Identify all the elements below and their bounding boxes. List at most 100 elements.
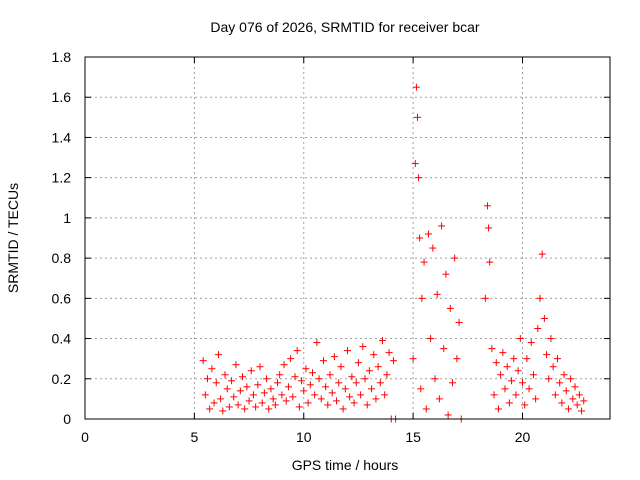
data-point — [208, 365, 216, 373]
data-point — [300, 387, 308, 395]
data-point — [245, 397, 253, 405]
data-point — [361, 375, 369, 383]
data-point — [247, 367, 255, 375]
data-point — [258, 399, 266, 407]
data-point — [223, 385, 231, 393]
data-point — [324, 401, 332, 409]
data-point — [440, 345, 448, 353]
data-point — [573, 401, 581, 409]
data-point — [210, 399, 218, 407]
data-point — [481, 294, 489, 302]
data-points — [199, 83, 588, 423]
data-point — [415, 174, 423, 182]
data-point — [359, 343, 367, 351]
x-tick-label: 15 — [405, 429, 421, 445]
data-point — [282, 397, 290, 405]
data-point — [409, 355, 417, 363]
data-point — [486, 258, 494, 266]
data-point — [265, 405, 273, 413]
data-point — [424, 230, 432, 238]
data-point — [363, 401, 371, 409]
data-point — [289, 393, 297, 401]
data-point — [435, 395, 443, 403]
data-point — [328, 389, 336, 397]
x-tick-label: 20 — [515, 429, 531, 445]
data-point — [484, 202, 491, 210]
data-point — [337, 363, 345, 371]
data-point — [368, 385, 376, 393]
data-point — [488, 345, 496, 353]
data-point — [263, 375, 271, 383]
data-point — [547, 335, 555, 343]
y-tick-label: 1.6 — [52, 89, 72, 105]
y-tick-label: 1.4 — [52, 129, 72, 145]
data-point — [344, 347, 351, 355]
data-point — [354, 359, 362, 367]
data-point — [252, 403, 260, 411]
x-tick-label: 10 — [296, 429, 312, 445]
data-point — [389, 357, 397, 365]
chart-title: Day 076 of 2026, SRMTID for receiver bca… — [210, 19, 480, 35]
data-point — [505, 399, 513, 407]
data-point — [451, 254, 459, 262]
x-tick-label: 0 — [81, 429, 89, 445]
data-point — [214, 351, 222, 359]
data-point — [519, 379, 526, 387]
data-point — [298, 377, 306, 385]
data-point — [249, 391, 257, 399]
data-point — [276, 371, 284, 379]
data-point — [567, 375, 575, 383]
y-axis-label: SRMTID / TECUs — [5, 183, 21, 293]
data-point — [271, 401, 279, 409]
data-point — [284, 383, 292, 391]
data-point — [510, 355, 518, 363]
y-tick-label: 1 — [63, 210, 71, 226]
data-point — [372, 395, 380, 403]
data-point — [422, 405, 430, 413]
data-point — [311, 391, 319, 399]
data-point — [302, 365, 310, 373]
data-point — [494, 405, 502, 413]
data-point — [521, 401, 529, 409]
data-point — [508, 377, 516, 385]
x-axis-label: GPS time / hours — [292, 457, 399, 473]
data-point — [527, 339, 535, 347]
data-point — [219, 407, 227, 415]
y-tick-labels: 0 0.2 0.4 0.6 0.8 1 1.2 1.4 1.6 1.8 — [52, 49, 72, 427]
data-point — [357, 391, 365, 399]
data-point — [309, 369, 316, 377]
y-tick-label: 1.2 — [52, 170, 72, 186]
y-tick-label: 0.8 — [52, 250, 72, 266]
data-point — [374, 363, 382, 371]
data-point — [453, 355, 461, 363]
data-point — [260, 389, 268, 397]
data-point — [416, 234, 424, 242]
data-point — [512, 391, 520, 399]
data-point — [379, 337, 386, 345]
data-point — [438, 222, 446, 230]
data-point — [319, 357, 327, 365]
data-point — [571, 383, 579, 391]
data-point — [540, 314, 548, 322]
data-point — [525, 385, 533, 393]
data-point — [232, 361, 240, 369]
data-point — [411, 160, 419, 168]
data-point — [556, 379, 564, 387]
data-point — [420, 258, 428, 266]
data-point — [529, 371, 537, 379]
data-point — [295, 403, 303, 411]
data-point — [418, 294, 426, 302]
data-point — [236, 387, 244, 395]
data-point — [580, 397, 588, 405]
data-point — [433, 290, 441, 298]
x-tick-label: 5 — [190, 429, 198, 445]
data-point — [412, 83, 420, 91]
data-point — [501, 385, 509, 393]
data-point — [414, 113, 421, 121]
data-point — [442, 270, 450, 278]
data-point — [267, 385, 275, 393]
y-tick-label: 0 — [63, 411, 71, 427]
data-point — [575, 391, 583, 399]
data-point — [315, 375, 323, 383]
